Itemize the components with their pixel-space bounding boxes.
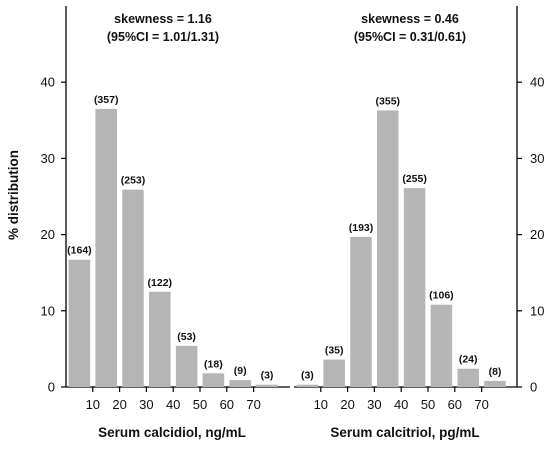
calcitriol-tick-group: 0 10 20 30 40 10 20 30 40 50 60 70 (314, 75, 545, 412)
calcidiol-bar-60-70 (229, 380, 251, 387)
calcidiol-tick-group: 0 10 20 30 40 10 20 30 40 50 60 70 (41, 75, 261, 412)
calcidiol-ci-label: (95%CI = 1.01/1.31) (107, 30, 219, 44)
calcitriol-count-label: (355) (376, 95, 401, 107)
calcidiol-x-tick-label: 70 (246, 397, 260, 412)
calcidiol-x-axis-title: Serum calcidiol, ng/mL (98, 425, 246, 440)
calcitriol-bar-60-70 (457, 368, 479, 387)
calcitriol-count-label-group: (3) (35) (193) (355) (255) (106) (24) (8) (301, 95, 501, 381)
calcidiol-bar-70-80 (256, 384, 278, 387)
calcitriol-x-tick-label: 50 (421, 397, 435, 412)
calcidiol-count-label: (9) (234, 365, 247, 377)
calcitriol-y-tick-label: 10 (530, 303, 544, 318)
calcitriol-bar-20-30 (350, 236, 372, 387)
calcitriol-count-label: (3) (301, 370, 314, 382)
calcitriol-bar-70-80 (484, 380, 506, 387)
calcidiol-y-tick-label: 40 (41, 75, 55, 90)
calcitriol-panel: 0 10 20 30 40 10 20 30 40 50 60 70 (3) (35) (193) (355… (294, 6, 544, 440)
calcitriol-y-tick-label: 20 (530, 227, 544, 242)
calcidiol-count-label: (164) (67, 245, 92, 257)
calcidiol-bar-30-40 (149, 291, 171, 387)
calcidiol-bar-40-50 (175, 345, 198, 387)
calcidiol-y-tick-label: 20 (41, 227, 55, 242)
calcidiol-y-tick-label: 10 (41, 303, 55, 318)
calcitriol-y-tick-label: 30 (530, 151, 544, 166)
calcitriol-y-tick-label: 40 (530, 75, 544, 90)
calcidiol-bar-20-30 (122, 189, 144, 387)
calcitriol-count-label: (8) (489, 366, 502, 378)
calcidiol-count-label: (357) (94, 94, 119, 106)
calcitriol-bar-10-20 (323, 359, 345, 387)
calcitriol-x-tick-label: 70 (474, 397, 488, 412)
calcitriol-count-label: (106) (429, 290, 454, 302)
calcidiol-x-tick-label: 50 (193, 397, 207, 412)
calcitriol-bar-40-50 (403, 188, 426, 387)
calcitriol-bar-group (296, 110, 506, 388)
calcidiol-x-tick-label: 40 (166, 397, 180, 412)
calcitriol-bar-30-40 (377, 110, 399, 388)
calcitriol-ci-label: (95%CI = 0.31/0.61) (354, 30, 466, 44)
calcitriol-count-label: (24) (459, 354, 478, 366)
calcitriol-x-tick-label: 30 (367, 397, 381, 412)
calcitriol-x-tick-label: 40 (394, 397, 408, 412)
calcitriol-y-tick-label: 0 (530, 380, 537, 395)
calcidiol-x-tick-label: 60 (220, 397, 234, 412)
calcitriol-count-label: (193) (349, 222, 374, 234)
calcidiol-y-tick-label: 0 (48, 380, 55, 395)
calcidiol-count-label: (53) (177, 331, 196, 343)
calcidiol-bar-10-20 (95, 108, 117, 388)
calcidiol-y-tick-label: 30 (41, 151, 55, 166)
calcitriol-skewness-label: skewness = 0.46 (361, 12, 459, 26)
calcidiol-bar-0-10 (68, 259, 91, 387)
calcidiol-count-label: (18) (204, 358, 223, 370)
calcidiol-skewness-label: skewness = 1.16 (114, 12, 212, 26)
calcidiol-x-tick-label: 30 (139, 397, 153, 412)
calcidiol-bar-group (68, 108, 278, 388)
calcidiol-x-tick-label: 10 (86, 397, 100, 412)
calcidiol-count-label: (253) (121, 175, 146, 187)
calcitriol-bar-50-60 (430, 304, 453, 387)
calcitriol-count-label: (35) (325, 345, 344, 357)
calcidiol-count-label: (122) (148, 277, 173, 289)
calcidiol-count-label: (3) (261, 370, 274, 382)
calcitriol-x-axis-title: Serum calcitriol, pg/mL (330, 425, 479, 440)
calcitriol-x-tick-label: 10 (314, 397, 328, 412)
calcidiol-x-tick-label: 20 (112, 397, 126, 412)
calcidiol-bar-50-60 (202, 373, 225, 387)
calcitriol-bar-0-10 (296, 384, 319, 387)
calcidiol-count-label-group: (164) (357) (253) (122) (53) (18) (9) (3) (67, 94, 273, 382)
y-axis-title: % distribution (6, 150, 21, 240)
calcitriol-x-tick-label: 60 (448, 397, 462, 412)
calcitriol-x-tick-label: 20 (340, 397, 354, 412)
calcitriol-count-label: (255) (402, 173, 427, 185)
